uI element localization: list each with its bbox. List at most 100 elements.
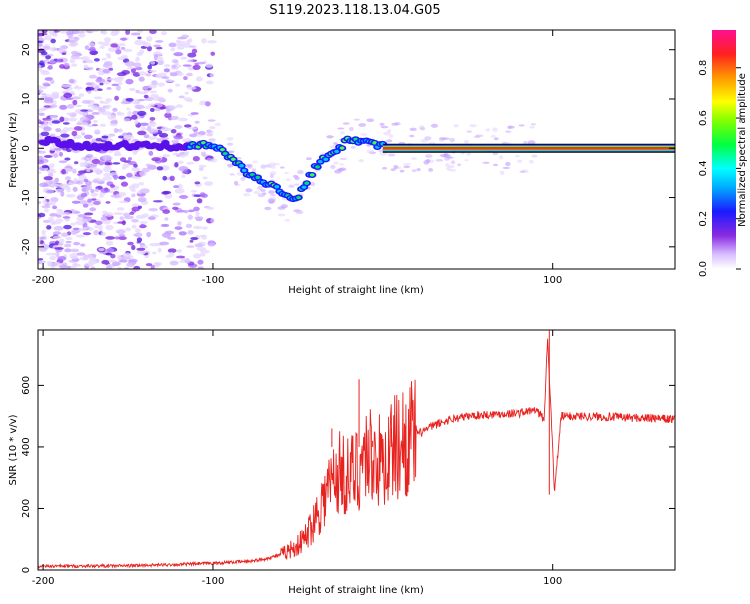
noise-blob — [147, 64, 153, 70]
noise-blob — [196, 134, 203, 137]
noise-blob — [73, 241, 81, 246]
noise-blob — [145, 73, 152, 77]
noise-blob — [157, 247, 162, 253]
noise-blob — [210, 51, 216, 56]
noise-blob — [463, 139, 469, 144]
noise-blob — [49, 61, 58, 64]
noise-blob — [58, 160, 68, 164]
noise-blob — [207, 119, 216, 122]
noise-blob — [227, 163, 234, 168]
noise-blob — [186, 161, 195, 165]
ridge-core — [239, 164, 244, 168]
noise-blob — [450, 160, 456, 165]
noise-blob — [113, 77, 124, 83]
noise-blob — [87, 89, 92, 94]
noise-blob — [44, 35, 52, 41]
noise-blob — [180, 56, 188, 60]
noise-blob — [95, 78, 106, 83]
noise-blob — [332, 161, 339, 165]
noise-blob — [443, 154, 451, 158]
snr-xtick-label: -200 — [32, 576, 55, 587]
noise-blob — [46, 225, 52, 230]
noise-blob — [42, 46, 51, 50]
noise-blob — [154, 107, 161, 112]
noise-blob — [103, 61, 113, 67]
noise-blob — [149, 107, 155, 112]
noise-blob — [146, 45, 153, 52]
noise-blob — [198, 61, 206, 65]
noise-blob — [52, 252, 58, 256]
noise-blob — [101, 107, 110, 110]
noise-blob — [149, 90, 158, 94]
noise-blob — [118, 43, 126, 47]
noise-blob — [59, 264, 68, 269]
snr-ylabel: SNR (10 * v/v) — [8, 414, 19, 485]
noise-blob — [184, 91, 189, 95]
noise-blob — [106, 78, 117, 81]
noise-blob — [127, 157, 133, 161]
noise-blob — [127, 110, 133, 116]
noise-blob — [227, 142, 234, 146]
noise-blob — [104, 164, 111, 169]
noise-blob — [91, 123, 99, 127]
noise-blob — [130, 32, 141, 36]
noise-blob — [95, 137, 103, 142]
noise-blob — [147, 136, 158, 140]
noise-blob — [117, 266, 122, 269]
noise-blob — [50, 219, 56, 225]
noise-blob — [118, 236, 127, 240]
noise-blob — [72, 262, 79, 267]
noise-blob — [380, 125, 389, 129]
noise-blob — [64, 243, 72, 248]
noise-blob — [75, 234, 85, 238]
noise-blob — [177, 183, 183, 189]
noise-blob — [84, 45, 89, 50]
noise-blob — [66, 112, 73, 116]
noise-blob — [63, 62, 70, 67]
noise-blob — [353, 118, 361, 121]
noise-blob — [107, 114, 117, 120]
noise-blob — [268, 162, 277, 167]
noise-blob — [190, 190, 198, 193]
noise-blob — [68, 179, 75, 186]
noise-blob — [175, 104, 184, 108]
noise-blob — [159, 241, 170, 246]
noise-blob — [280, 166, 285, 169]
noise-blob — [116, 254, 122, 260]
noise-blob — [57, 256, 67, 261]
noise-blob — [402, 163, 411, 166]
noise-blob — [198, 167, 204, 171]
noise-blob — [63, 84, 72, 87]
noise-blob — [160, 136, 169, 140]
noise-blob — [47, 64, 53, 70]
noise-blob — [125, 97, 134, 102]
noise-blob — [142, 213, 150, 218]
noise-blob — [125, 30, 131, 35]
noise-blob — [117, 221, 126, 224]
noise-blob — [198, 130, 206, 136]
noise-blob — [502, 166, 511, 170]
noise-blob — [139, 221, 148, 224]
noise-blob — [137, 36, 142, 40]
noise-blob — [529, 125, 535, 129]
noise-blob — [44, 208, 50, 213]
noise-blob — [70, 248, 80, 253]
noise-blob — [47, 262, 53, 267]
noise-blob — [163, 68, 170, 73]
noise-blob — [59, 116, 65, 123]
noise-blob — [183, 76, 188, 81]
noise-blob — [100, 187, 111, 193]
noise-blob — [50, 38, 56, 44]
noise-blob — [131, 218, 139, 223]
noise-blob — [113, 119, 118, 125]
noise-blob — [100, 216, 108, 222]
noise-blob — [133, 163, 138, 168]
noise-blob — [195, 76, 203, 82]
noise-blob — [277, 213, 286, 217]
noise-blob — [38, 200, 42, 205]
noise-blob — [135, 56, 140, 62]
noise-blob — [104, 212, 114, 217]
noise-blob — [61, 232, 69, 237]
ridge-core — [339, 146, 345, 150]
